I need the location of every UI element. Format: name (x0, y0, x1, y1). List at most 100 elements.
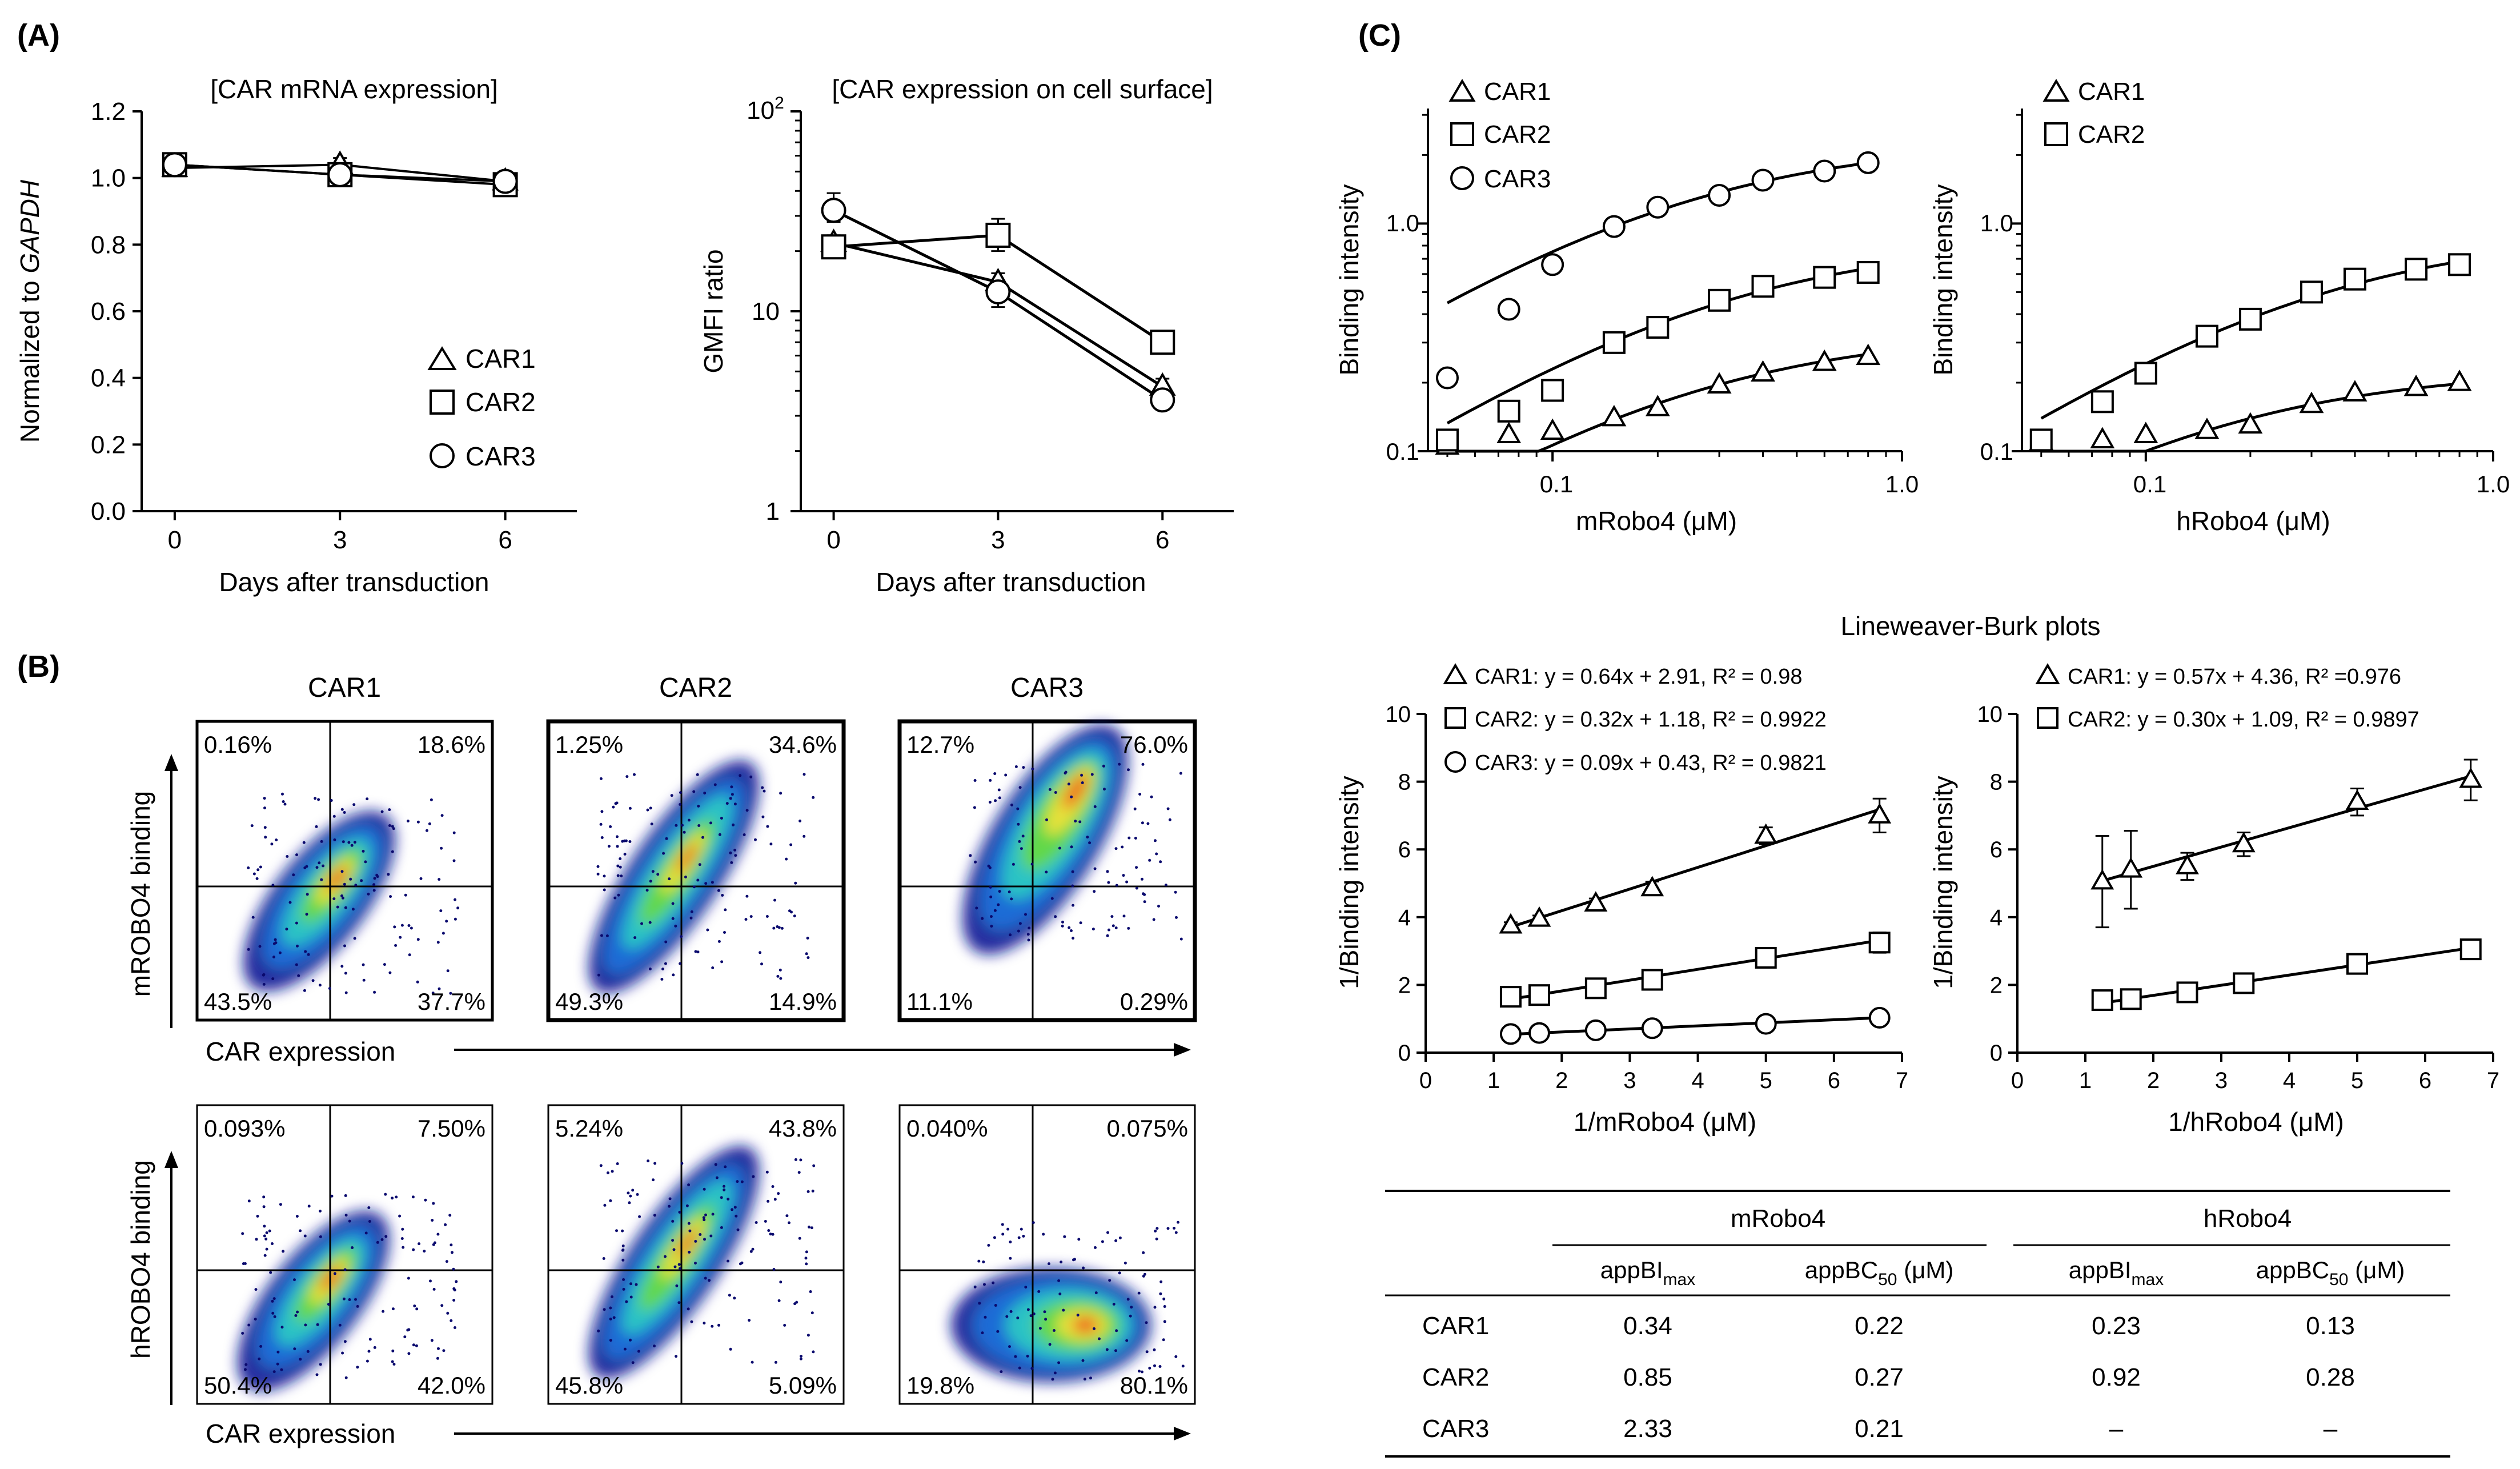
flow-dot (627, 1191, 630, 1195)
flow-dot (1027, 938, 1030, 942)
flow-dot (452, 831, 456, 834)
flow-dot (432, 1287, 436, 1291)
flow-dot (373, 877, 376, 880)
flow-dot (1044, 1318, 1048, 1321)
kinetics-table: mRobo4 hRobo4 appBImax appBC50 (μM) appBIm… (1385, 1190, 2450, 1458)
surface-point-car3 (985, 279, 1011, 305)
flow-dot (629, 1282, 632, 1286)
flow-dot (1133, 807, 1137, 810)
flow-dot (993, 772, 997, 775)
flow-dot (372, 889, 376, 892)
m-lb-fit-car3 (1510, 1016, 1880, 1036)
h-binding-point-car2 (2029, 428, 2053, 452)
flow-dot (1098, 1337, 1101, 1340)
mrna-ylabel-gene: GAPDH (15, 179, 45, 273)
flow-dot (1106, 934, 1109, 937)
flow-dot (777, 1192, 780, 1195)
flow-dot (1020, 847, 1023, 850)
flow-dot (391, 1307, 395, 1311)
quad-lr: 42.0% (418, 1372, 485, 1399)
surface-xlabel: Days after transduction (876, 567, 1146, 597)
flow-dot (274, 941, 278, 945)
mrna-ytick-label: 0.4 (91, 364, 126, 392)
mrna-title: [CAR mRNA expression] (210, 74, 498, 104)
flow-dot (1032, 1221, 1035, 1225)
svg-text:CAR1: y = 0.57x + 4.36, R² =0.: CAR1: y = 0.57x + 4.36, R² =0.976 (2068, 665, 2401, 689)
m-lb-point-car3 (1755, 1013, 1777, 1035)
flow-dot (809, 1290, 812, 1293)
flow-dot (619, 857, 622, 860)
flow-dot (1154, 1229, 1157, 1233)
flow-dot (362, 978, 366, 982)
flow-dot (765, 915, 769, 918)
mrna-legend: CAR1 CAR2 CAR3 (427, 344, 536, 471)
flow-dot (1006, 1227, 1010, 1231)
flow-dot (664, 940, 668, 944)
flow-dot (706, 928, 709, 932)
flow-dot (625, 1300, 628, 1303)
flow-dot (436, 941, 440, 944)
flow-dot (701, 836, 704, 839)
panel-label-c: (C) (1358, 18, 1401, 53)
flow-dot (616, 835, 619, 838)
flow-dot (263, 797, 266, 800)
flow-dot (392, 827, 395, 830)
flow-dot (1093, 890, 1096, 893)
flow-dot (1130, 1306, 1133, 1309)
flow-dot (1101, 1240, 1104, 1243)
flow-dot (449, 992, 452, 995)
flow-dot (1012, 862, 1015, 866)
flow-dot (304, 950, 307, 953)
flow-dot (810, 1311, 814, 1315)
flow-dot (247, 866, 250, 869)
flow-dot (681, 824, 684, 827)
m-binding-point-car3 (1751, 168, 1775, 192)
flow-dot (341, 1351, 344, 1355)
table-cell: 0.23 (2092, 1312, 2141, 1340)
flow-dot (451, 1251, 454, 1254)
mrna-xlabel: Days after transduction (219, 567, 489, 597)
surface-point-car2 (1150, 330, 1175, 355)
flow-dot (697, 804, 700, 808)
flow-dot (419, 877, 423, 880)
flow-dot (777, 926, 781, 929)
legend-square-marker (2037, 707, 2058, 729)
m-lb-point-car3 (1528, 1022, 1550, 1044)
flow-dot (254, 1288, 258, 1291)
flow-dot (609, 1339, 612, 1342)
h-lb-xtick-label: 2 (2147, 1068, 2160, 1093)
m-lb-ylabel: 1/Binding intensity (1334, 776, 1364, 989)
m-binding-point-car3 (1541, 253, 1564, 276)
svg-text:CAR2: CAR2 (2078, 121, 2145, 148)
flow-dot (785, 857, 788, 861)
flow-dot (636, 1193, 639, 1196)
flow-dot (631, 1361, 635, 1364)
quad-ur: 76.0% (1120, 731, 1188, 758)
flow-dot (452, 859, 456, 862)
flow-dot (749, 775, 753, 778)
flow-dot (767, 1229, 771, 1232)
flow-dot (1158, 1365, 1162, 1368)
flow-dot (812, 796, 815, 799)
flow-dot (391, 1197, 394, 1200)
m-lb-point-car1 (1584, 891, 1608, 912)
flow-dot (613, 896, 617, 900)
flow-dot (400, 924, 404, 927)
flow-dot (622, 1287, 625, 1291)
h-binding-point-car2 (2134, 362, 2157, 385)
flow-dot (364, 860, 367, 864)
m-binding-point-car1 (1645, 395, 1670, 416)
quad-ul: 1.25% (555, 731, 623, 758)
flow-dot (687, 1183, 691, 1186)
m-binding-point-car3 (1497, 298, 1520, 321)
flow-dot (1089, 1376, 1092, 1380)
flow-dot (780, 926, 784, 930)
flow-dot (1115, 884, 1118, 887)
flow-dot (1026, 1308, 1030, 1311)
flow-dot (987, 864, 990, 868)
svg-text:CAR1: CAR1 (1484, 78, 1551, 106)
flow-dot (410, 926, 413, 930)
flow-dot (788, 909, 791, 913)
h-lb-point-car1 (2459, 767, 2483, 788)
quad-ll: 45.8% (555, 1372, 623, 1399)
